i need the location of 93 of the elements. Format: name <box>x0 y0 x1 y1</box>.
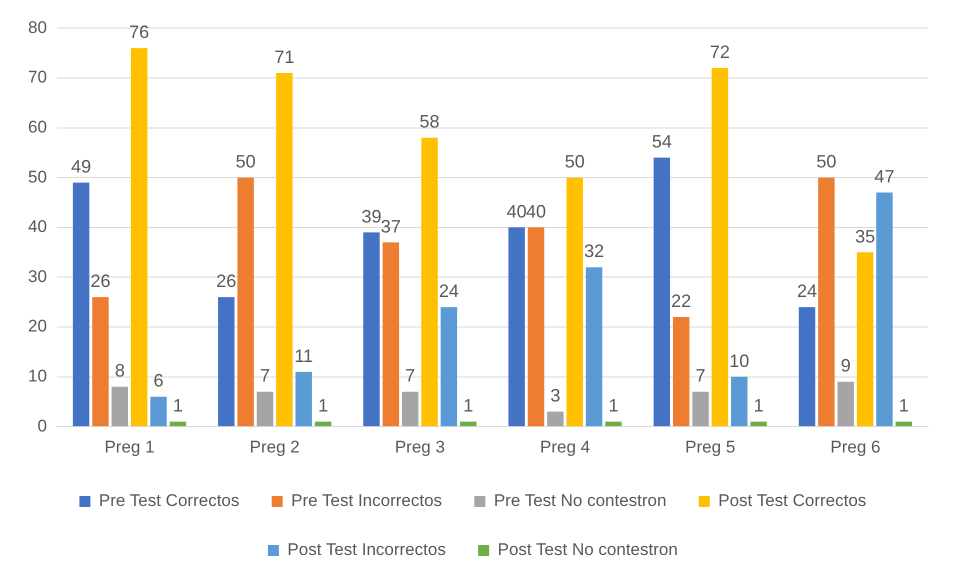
y-tick-label: 60 <box>28 117 47 136</box>
bar <box>798 307 816 426</box>
data-label: 32 <box>584 241 604 262</box>
data-label: 22 <box>671 291 692 312</box>
legend-label: Pre Test Incorrectos <box>291 491 442 510</box>
bar <box>363 232 380 426</box>
data-label: 49 <box>71 156 92 177</box>
data-label: 26 <box>216 271 236 292</box>
bar <box>256 392 274 426</box>
data-label: 1 <box>172 396 183 416</box>
data-label: 9 <box>840 356 851 376</box>
bar <box>547 412 564 426</box>
legend-label: Post Test Correctos <box>718 491 866 510</box>
data-label: 10 <box>729 350 750 371</box>
bar <box>237 178 254 426</box>
bar <box>528 227 544 426</box>
x-tick-label: Preg 2 <box>250 437 300 456</box>
data-label: 1 <box>318 396 328 416</box>
x-tick-label: Preg 3 <box>394 437 445 456</box>
bar <box>402 392 418 426</box>
bar <box>818 178 835 426</box>
bar <box>460 422 476 426</box>
data-label: 47 <box>874 166 894 187</box>
data-label: 40 <box>506 201 527 222</box>
data-label: 76 <box>129 22 150 42</box>
bar <box>896 422 912 426</box>
bar <box>295 372 312 426</box>
bar <box>692 392 709 426</box>
bar <box>314 422 332 426</box>
bar <box>566 178 583 426</box>
bar <box>586 267 602 426</box>
x-tick-label: Preg 1 <box>104 437 155 456</box>
bar <box>876 192 893 426</box>
data-label: 58 <box>420 112 440 132</box>
data-label: 1 <box>898 396 909 416</box>
x-tick-label: Preg 5 <box>685 437 736 456</box>
y-tick-label: 70 <box>28 68 47 87</box>
bar <box>856 252 874 426</box>
x-tick-label: Preg 4 <box>540 437 590 456</box>
data-label: 7 <box>405 366 416 386</box>
legend-label: Post Test No contestron <box>498 540 678 560</box>
data-label: 39 <box>361 206 382 226</box>
data-label: 37 <box>380 216 401 236</box>
bar <box>112 386 128 426</box>
bar <box>838 382 854 426</box>
data-label: 26 <box>90 271 110 292</box>
data-label: 1 <box>754 396 764 416</box>
data-label: 1 <box>463 396 474 416</box>
data-label: 35 <box>855 226 876 246</box>
bar <box>170 422 186 426</box>
y-tick-label: 30 <box>28 266 47 286</box>
data-label: 1 <box>608 396 618 416</box>
data-label: 72 <box>710 42 730 62</box>
data-label: 6 <box>154 370 164 391</box>
y-tick-label: 50 <box>28 167 47 186</box>
bar <box>276 73 293 426</box>
data-label: 8 <box>114 360 125 381</box>
bar <box>150 396 167 426</box>
y-tick-label: 80 <box>28 18 47 37</box>
bar <box>731 376 748 426</box>
bar <box>654 158 670 426</box>
data-label: 7 <box>260 366 270 386</box>
data-label: 50 <box>236 152 256 172</box>
data-label: 40 <box>526 201 546 222</box>
bar <box>72 182 90 426</box>
data-label: 11 <box>294 346 314 366</box>
bar <box>382 242 400 426</box>
y-tick-label: 20 <box>28 316 47 336</box>
legend-label: Post Test Incorrectos <box>287 540 446 560</box>
legend-label: Pre Test No contestron <box>494 491 666 510</box>
data-label: 7 <box>696 366 706 386</box>
data-label: 54 <box>652 132 672 152</box>
data-label: 50 <box>816 152 836 172</box>
x-tick-label: Preg 6 <box>830 437 880 456</box>
bar <box>750 422 767 426</box>
bar <box>130 48 148 426</box>
bar <box>508 227 525 426</box>
bar <box>440 307 458 426</box>
bar <box>672 317 690 426</box>
y-tick-label: 40 <box>28 217 47 236</box>
bar <box>421 138 438 426</box>
data-label: 24 <box>797 281 818 302</box>
legend-label: Pre Test Correctos <box>98 491 240 510</box>
data-label: 71 <box>274 46 294 67</box>
y-tick-label: 10 <box>28 366 47 386</box>
data-label: 50 <box>564 152 585 172</box>
bar <box>605 422 622 426</box>
bar <box>92 297 109 426</box>
bar <box>218 297 235 426</box>
y-tick-label: 0 <box>37 416 47 436</box>
bar <box>712 68 728 426</box>
data-label: 24 <box>438 281 459 302</box>
data-label: 3 <box>550 386 560 406</box>
